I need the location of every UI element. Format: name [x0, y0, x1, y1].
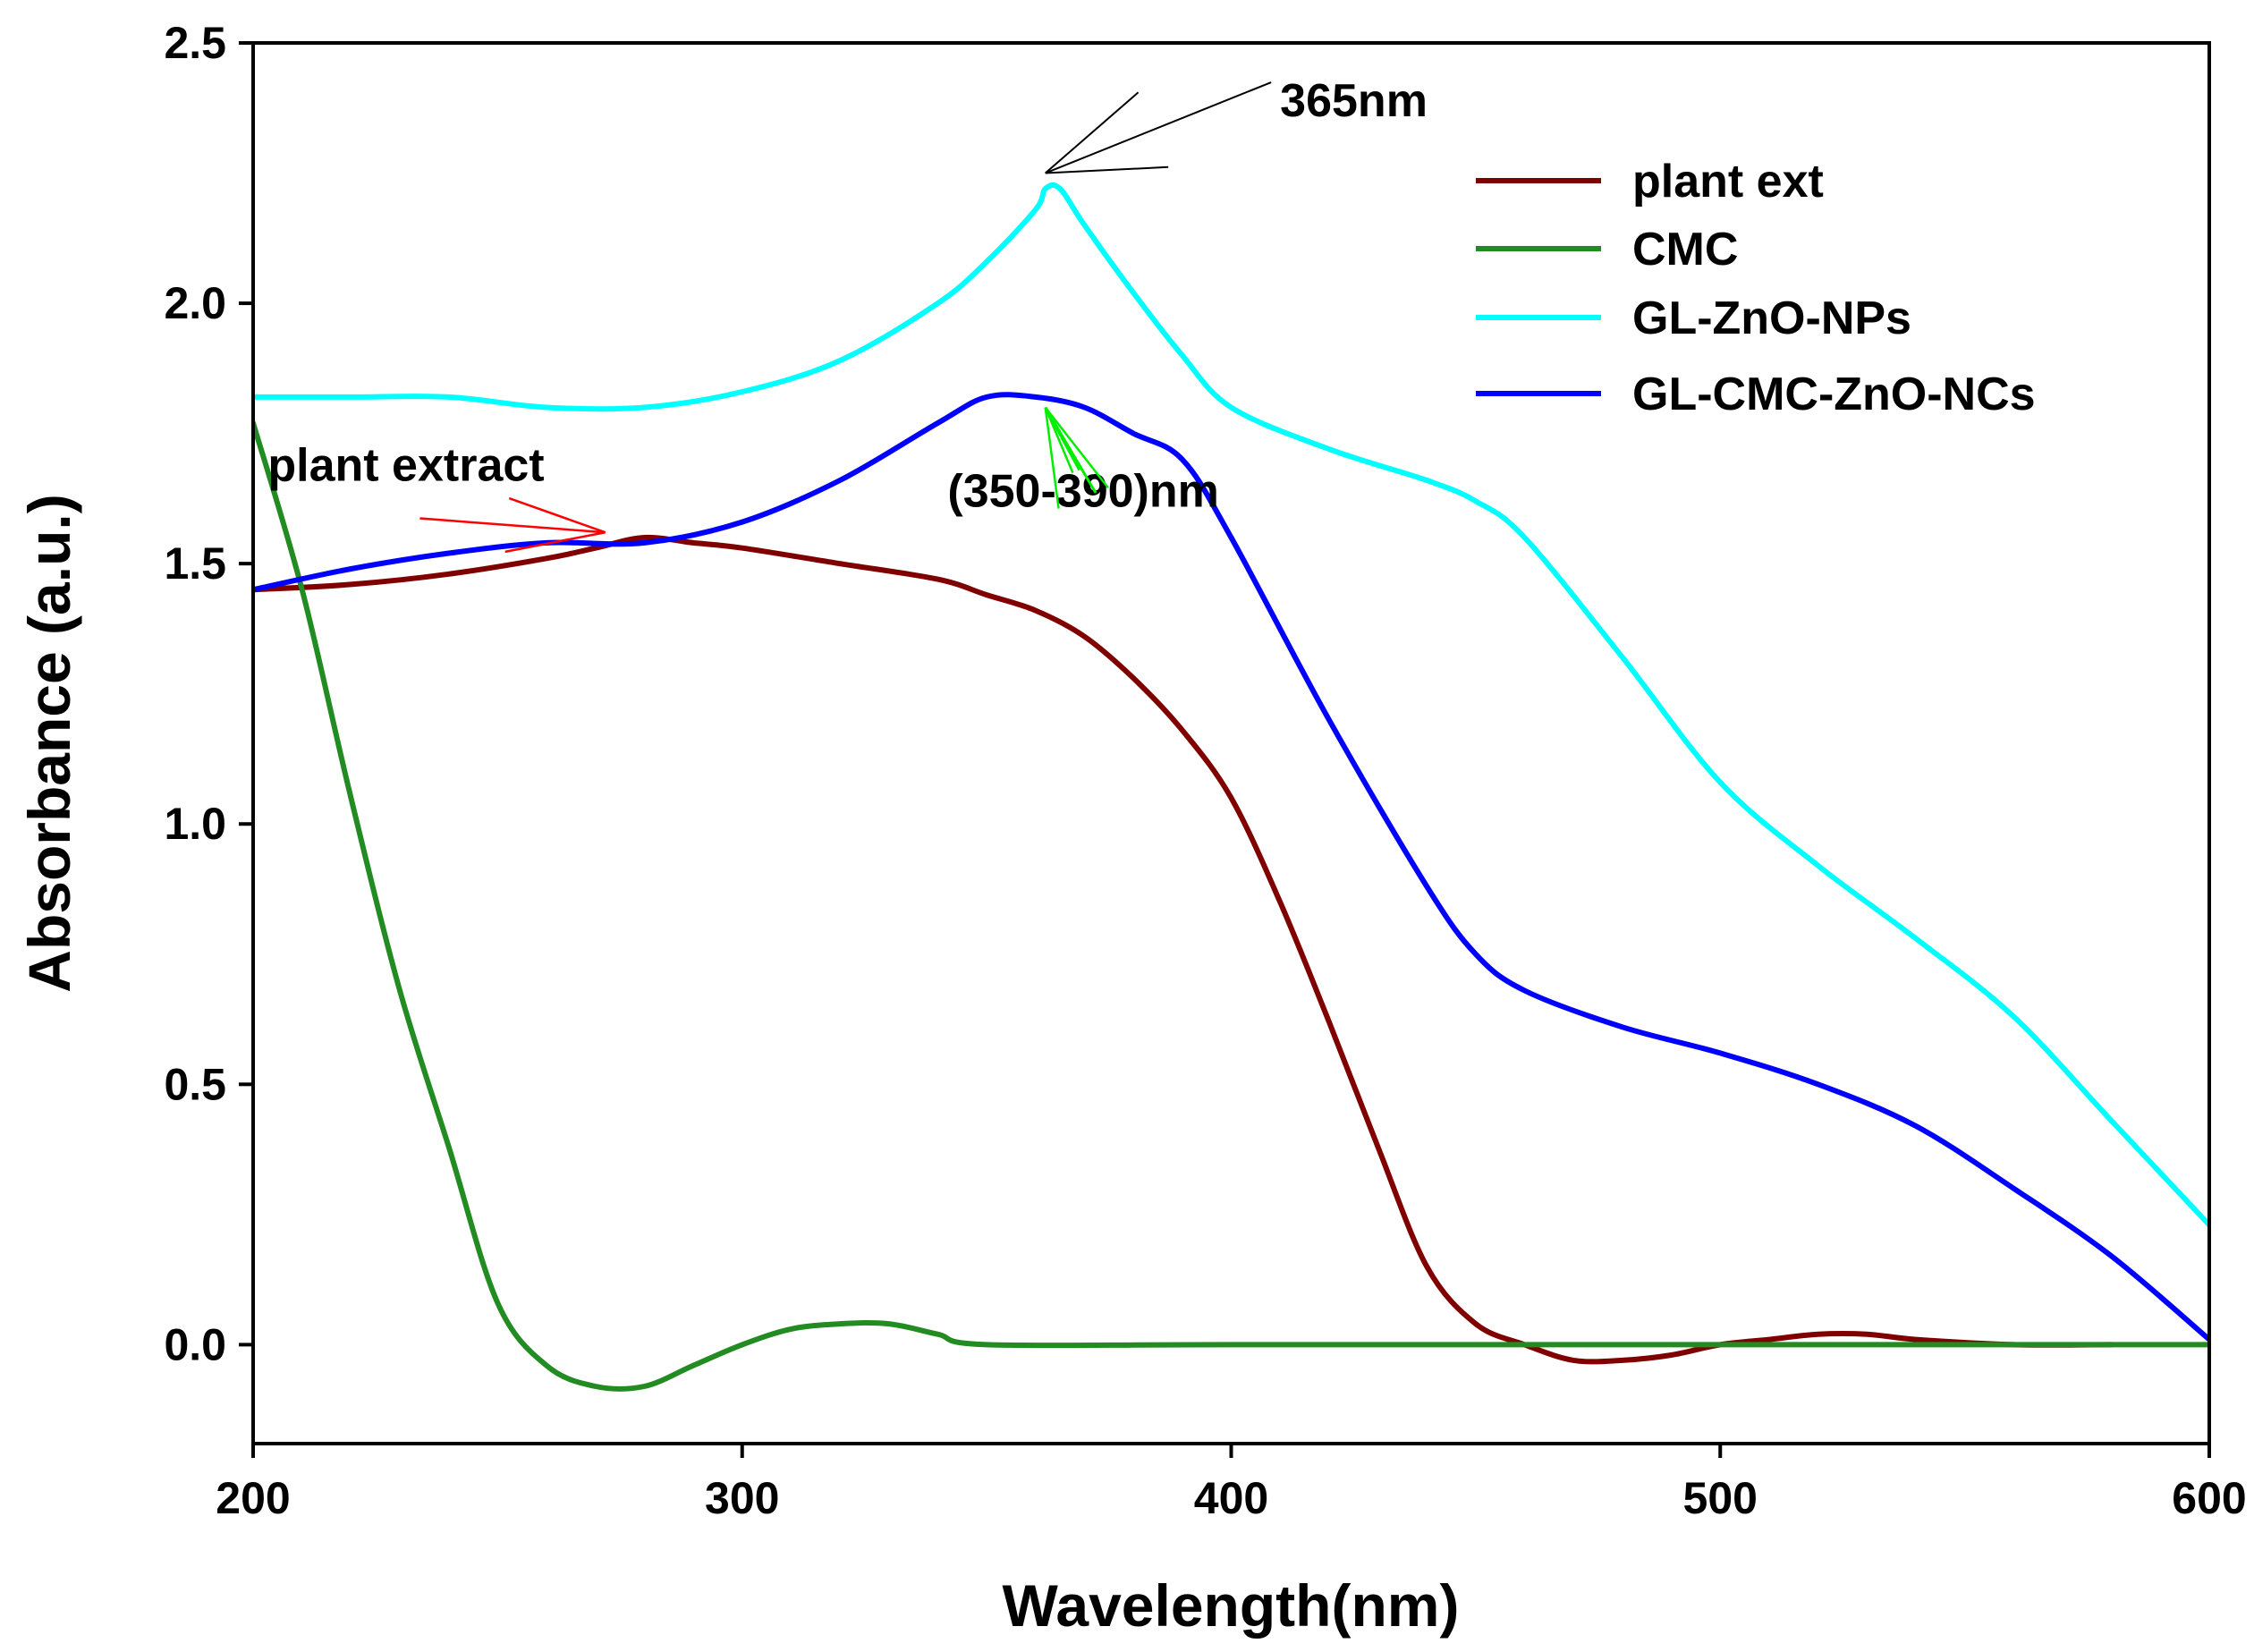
y-axis-ticks: 0.0 0.5 1.0 1.5 2.0 2.5	[164, 18, 253, 1369]
annotation-arrow-head	[504, 530, 606, 554]
annotation-arrow-head	[1044, 407, 1060, 509]
y-tick-label: 2.0	[164, 278, 226, 328]
annotation-arrow-head	[508, 496, 606, 534]
series-layer	[253, 182, 2209, 1392]
series-line-3	[253, 182, 2209, 1228]
legend-label: GL-ZnO-NPs	[1632, 292, 1911, 344]
plot-frame	[251, 41, 2211, 1445]
y-axis-title: Absorbance (a.u.)	[16, 494, 82, 992]
legend: plant ext CMC GL-ZnO-NPs GL-CMC-ZnO-NCs	[1476, 156, 2036, 420]
y-tick-label: 1.5	[164, 538, 226, 589]
series-line-1	[253, 534, 2114, 1365]
x-tick-label: 400	[1194, 1473, 1268, 1523]
x-axis-ticks: 200 300 400 500 600	[216, 1444, 2247, 1523]
y-tick-label: 0.5	[164, 1059, 226, 1109]
annotation-label: 365nm	[1280, 75, 1428, 127]
x-tick-label: 500	[1683, 1473, 1758, 1523]
series-line-4	[253, 392, 2209, 1343]
annotation-arrow-head	[1044, 406, 1109, 489]
x-tick-label: 200	[216, 1473, 290, 1523]
series-line-2	[253, 420, 2209, 1392]
x-axis-title: Wavelength(nm)	[1003, 1572, 1460, 1639]
legend-label: CMC	[1632, 224, 1738, 275]
annotation-arrow-head	[1045, 165, 1169, 174]
annotation-label: plant extract	[267, 440, 544, 492]
y-tick-label: 0.0	[164, 1319, 226, 1369]
x-tick-label: 600	[2172, 1473, 2246, 1523]
annotation-arrow-shaft	[1045, 81, 1272, 174]
annotation-arrow-head	[1045, 91, 1140, 174]
annotation-arrow-head	[1044, 406, 1097, 494]
annotation-arrow-shaft	[419, 517, 606, 534]
legend-label: GL-CMC-ZnO-NCs	[1632, 369, 2036, 420]
legend-label: plant ext	[1632, 156, 1824, 208]
y-tick-label: 2.5	[164, 18, 226, 68]
y-tick-label: 1.0	[164, 799, 226, 849]
x-tick-label: 300	[705, 1473, 779, 1523]
